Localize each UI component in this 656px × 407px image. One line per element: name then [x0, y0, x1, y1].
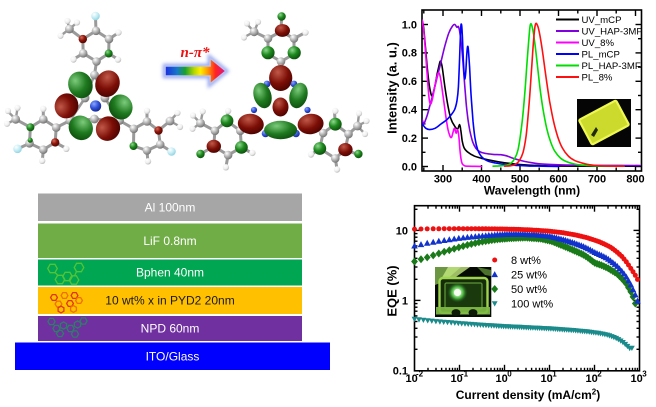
svg-text:500: 500 — [511, 174, 529, 186]
svg-text:n-π*: n-π* — [180, 45, 210, 61]
svg-text:EQE (%): EQE (%) — [385, 265, 400, 316]
svg-text:0.1: 0.1 — [393, 365, 408, 377]
svg-text:Al 100nm: Al 100nm — [145, 200, 196, 214]
svg-text:-1: -1 — [461, 370, 469, 379]
svg-text:-2: -2 — [416, 370, 424, 379]
svg-text:10 wt% x in PYD2 20nm: 10 wt% x in PYD2 20nm — [105, 294, 234, 308]
svg-text:300: 300 — [434, 174, 452, 186]
svg-text:3: 3 — [642, 370, 647, 379]
svg-text:0: 0 — [507, 370, 512, 379]
svg-text:Wavelength (nm): Wavelength (nm) — [484, 184, 580, 198]
svg-text:10: 10 — [540, 373, 552, 385]
svg-text:25 wt%: 25 wt% — [511, 270, 547, 282]
svg-text:10: 10 — [396, 225, 408, 237]
svg-text:2: 2 — [597, 370, 602, 379]
svg-text:400: 400 — [472, 174, 490, 186]
svg-text:UV_mCP: UV_mCP — [582, 15, 622, 26]
svg-text:UV_HAP-3MF: UV_HAP-3MF — [582, 26, 643, 37]
svg-text:0.2: 0.2 — [402, 133, 417, 145]
svg-text:ITO/Glass: ITO/Glass — [146, 349, 200, 363]
svg-text:UV_8%: UV_8% — [582, 38, 615, 49]
svg-text:8 wt%: 8 wt% — [511, 255, 541, 267]
svg-text:10: 10 — [405, 373, 417, 385]
svg-text:NPD 60nm: NPD 60nm — [141, 322, 200, 336]
svg-text:1: 1 — [552, 370, 557, 379]
svg-text:10: 10 — [450, 373, 462, 385]
svg-text:Current density (mA/cm2): Current density (mA/cm2) — [456, 388, 600, 403]
svg-text:1.0: 1.0 — [402, 19, 417, 31]
svg-text:100 wt%: 100 wt% — [511, 299, 553, 311]
svg-text:10: 10 — [495, 373, 507, 385]
svg-text:0.4: 0.4 — [402, 105, 418, 117]
svg-text:0.0: 0.0 — [402, 161, 417, 173]
svg-text:0.6: 0.6 — [402, 76, 417, 88]
svg-text:800: 800 — [626, 174, 644, 186]
svg-text:10: 10 — [630, 373, 642, 385]
svg-text:10: 10 — [585, 373, 597, 385]
svg-text:1: 1 — [402, 295, 408, 307]
svg-text:0.8: 0.8 — [402, 48, 417, 60]
svg-text:50 wt%: 50 wt% — [511, 284, 547, 296]
svg-text:Bphen 40nm: Bphen 40nm — [136, 266, 204, 280]
svg-text:LiF 0.8nm: LiF 0.8nm — [143, 234, 196, 248]
svg-text:600: 600 — [549, 174, 567, 186]
svg-text:700: 700 — [588, 174, 606, 186]
svg-text:PL_8%: PL_8% — [582, 72, 613, 83]
svg-text:PL_mCP: PL_mCP — [582, 49, 620, 60]
svg-text:PL_HAP-3MF: PL_HAP-3MF — [582, 61, 641, 72]
svg-text:Intensity (a. u.): Intensity (a. u.) — [385, 42, 400, 134]
